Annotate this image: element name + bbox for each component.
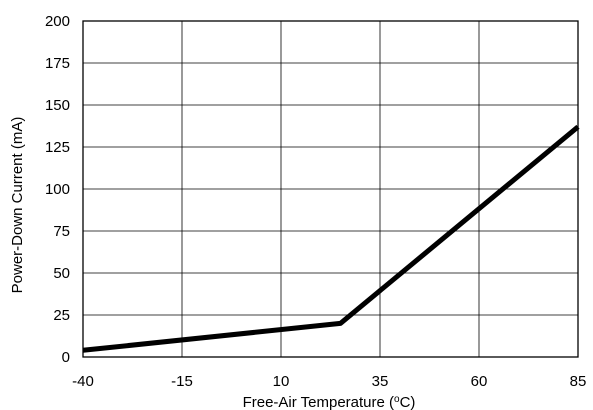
y-tick-label: 100 bbox=[45, 181, 70, 198]
plot-frame bbox=[82, 20, 579, 358]
y-tick-label: 150 bbox=[45, 97, 70, 114]
x-tick-label: 35 bbox=[372, 373, 389, 390]
x-tick-label: 85 bbox=[570, 373, 587, 390]
x-tick-label: -40 bbox=[72, 373, 94, 390]
series-line bbox=[82, 124, 580, 353]
y-tick-label: 0 bbox=[62, 349, 70, 366]
x-tick-label: 60 bbox=[471, 373, 488, 390]
y-tick-label: 175 bbox=[45, 55, 70, 72]
y-axis-label: Power-Down Current (mA) bbox=[9, 117, 26, 294]
x-tick-labels: -40 -15 10 35 60 85 bbox=[72, 373, 586, 390]
y-tick-labels: 0 25 50 75 100 125 150 175 200 bbox=[45, 13, 70, 366]
y-tick-label: 25 bbox=[53, 307, 70, 324]
x-axis-label-text: Free-Air Temperature ( bbox=[243, 394, 394, 410]
x-axis-label-unit: C) bbox=[400, 394, 416, 410]
y-tick-label: 75 bbox=[53, 223, 70, 240]
x-tick-label: 10 bbox=[273, 373, 290, 390]
x-axis-label-sup: o bbox=[394, 394, 400, 405]
series-layer bbox=[82, 124, 580, 353]
y-tick-label: 200 bbox=[45, 13, 70, 30]
y-tick-label: 50 bbox=[53, 265, 70, 282]
x-axis-label: Free-Air Temperature (oC) bbox=[243, 394, 416, 410]
x-tick-label: -15 bbox=[171, 373, 193, 390]
y-tick-label: 125 bbox=[45, 139, 70, 156]
